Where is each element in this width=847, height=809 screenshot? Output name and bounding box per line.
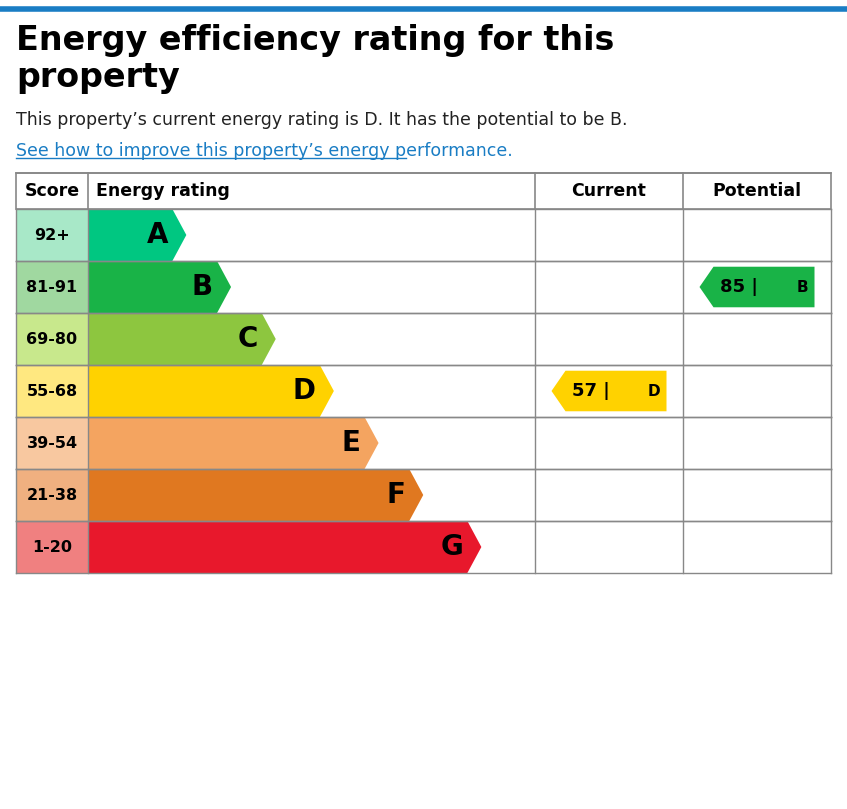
Text: 57 |: 57 | bbox=[572, 382, 609, 400]
Bar bbox=[16, 173, 831, 209]
Text: 69-80: 69-80 bbox=[26, 332, 78, 346]
Polygon shape bbox=[88, 365, 334, 417]
Polygon shape bbox=[700, 267, 815, 307]
Bar bbox=[88, 469, 831, 521]
Text: B: B bbox=[192, 273, 213, 301]
Bar bbox=[16, 261, 88, 313]
Text: 1-20: 1-20 bbox=[32, 540, 72, 554]
Bar bbox=[16, 365, 88, 417]
Text: F: F bbox=[386, 481, 405, 509]
Text: G: G bbox=[440, 533, 463, 561]
Text: Energy efficiency rating for this
property: Energy efficiency rating for this proper… bbox=[16, 24, 614, 94]
Text: 85 |: 85 | bbox=[719, 278, 757, 296]
Polygon shape bbox=[88, 261, 231, 313]
Text: Potential: Potential bbox=[712, 182, 801, 200]
Polygon shape bbox=[88, 469, 424, 521]
Bar bbox=[88, 261, 831, 313]
Bar bbox=[88, 521, 831, 573]
Polygon shape bbox=[88, 417, 379, 469]
Text: C: C bbox=[237, 325, 257, 353]
Text: 21-38: 21-38 bbox=[26, 488, 78, 502]
Polygon shape bbox=[88, 313, 276, 365]
Text: D: D bbox=[293, 377, 316, 405]
Text: See how to improve this property’s energy performance.: See how to improve this property’s energ… bbox=[16, 142, 512, 160]
Bar bbox=[88, 365, 831, 417]
Text: 81-91: 81-91 bbox=[26, 279, 78, 294]
Text: D: D bbox=[648, 383, 661, 399]
Polygon shape bbox=[88, 209, 186, 261]
Bar bbox=[88, 417, 831, 469]
Bar bbox=[16, 469, 88, 521]
Text: This property’s current energy rating is D. It has the potential to be B.: This property’s current energy rating is… bbox=[16, 111, 628, 129]
Text: Energy rating: Energy rating bbox=[96, 182, 230, 200]
Text: B: B bbox=[797, 279, 809, 294]
Bar bbox=[88, 313, 831, 365]
Polygon shape bbox=[88, 521, 481, 573]
Bar bbox=[16, 521, 88, 573]
Text: 55-68: 55-68 bbox=[26, 383, 78, 399]
Text: Score: Score bbox=[25, 182, 80, 200]
Text: E: E bbox=[341, 429, 361, 457]
Bar bbox=[16, 209, 88, 261]
Text: 92+: 92+ bbox=[34, 227, 69, 243]
Text: 39-54: 39-54 bbox=[26, 435, 78, 451]
Bar bbox=[16, 313, 88, 365]
Text: Current: Current bbox=[572, 182, 646, 200]
Text: A: A bbox=[147, 221, 169, 249]
Polygon shape bbox=[551, 371, 667, 411]
Bar bbox=[88, 209, 831, 261]
Bar bbox=[16, 417, 88, 469]
